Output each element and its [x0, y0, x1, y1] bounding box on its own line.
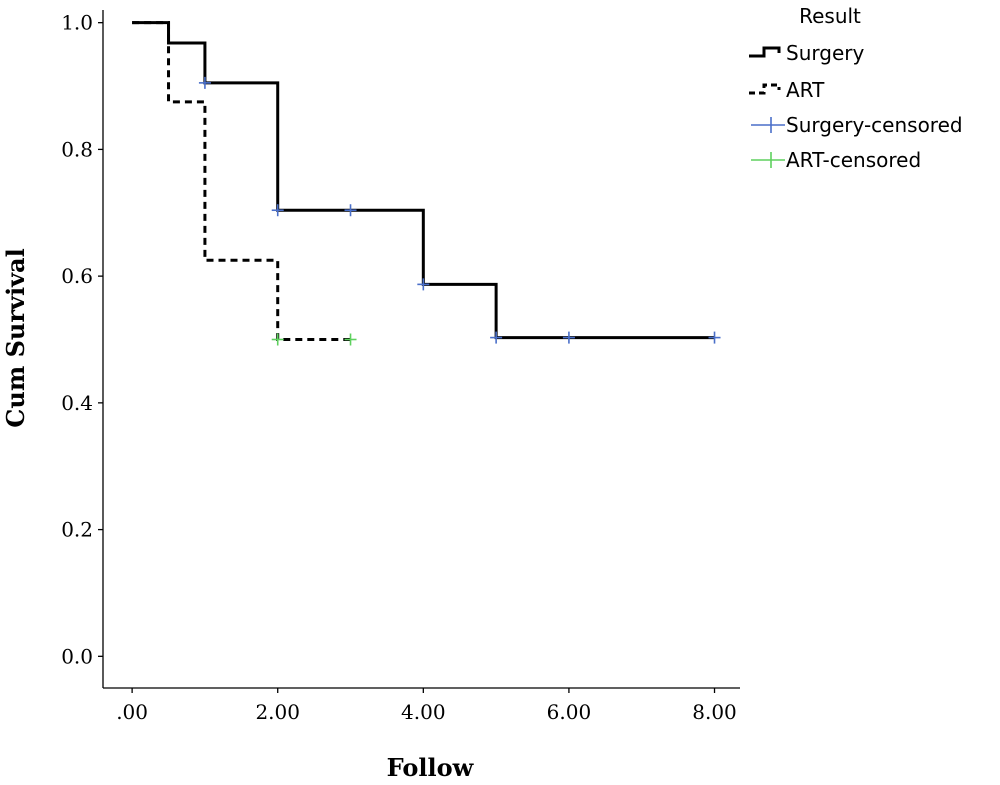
x-axis-label: Follow: [387, 753, 475, 782]
legend-swatch-art: [749, 83, 781, 95]
surgery-censored-mark: [271, 204, 284, 217]
x-tick-label: 2.00: [255, 700, 300, 724]
surgery-censored-mark: [708, 331, 721, 344]
surgery-censored-mark: [490, 331, 503, 344]
legend-label: ART: [786, 78, 825, 102]
art-censored-mark: [344, 333, 357, 346]
series-art-line: [132, 21, 351, 341]
x-tick-label: 4.00: [401, 700, 446, 724]
legend-swatch-surgery: [749, 46, 781, 58]
surgery-censored-mark: [417, 278, 430, 291]
surgery-censored-mark: [562, 331, 575, 344]
legend-label: Surgery: [786, 41, 864, 65]
legend-label: Surgery-censored: [786, 113, 963, 137]
surgery-censored-mark: [198, 76, 211, 89]
legend-label: ART-censored: [786, 148, 921, 172]
plot-area: [132, 21, 721, 346]
y-tick-label: 0.4: [61, 391, 93, 415]
legend: Result Surgery ART Surgery-censored ART-cen…: [749, 4, 963, 172]
y-axis-label: Cum Survival: [1, 248, 30, 427]
surgery-censored-mark: [344, 204, 357, 217]
legend-title: Result: [799, 4, 861, 28]
x-tick-label: .00: [116, 700, 148, 724]
y-tick-label: 0.0: [61, 644, 93, 668]
y-tick-label: 0.8: [61, 137, 93, 161]
y-tick-label: 0.6: [61, 264, 93, 288]
y-tick-label: 0.2: [61, 518, 93, 542]
x-tick-label: 8.00: [692, 700, 737, 724]
axes: 0.0 0.2 0.4 0.6 0.8 1.0 .00 2.00 4.00 6.00 8.00: [61, 10, 740, 724]
art-censored-mark: [271, 333, 284, 346]
x-tick-label: 6.00: [547, 700, 592, 724]
y-tick-label: 1.0: [61, 11, 93, 35]
